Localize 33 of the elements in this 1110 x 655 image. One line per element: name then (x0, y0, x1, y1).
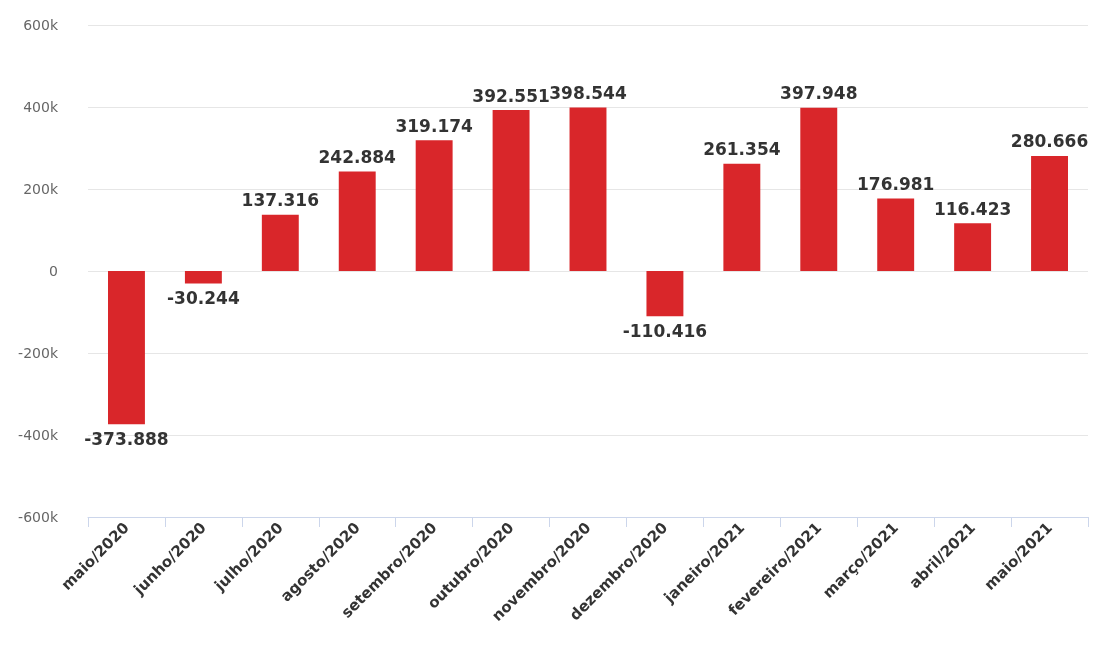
y-tick-label: -200k (18, 345, 59, 361)
bar (492, 110, 530, 271)
y-tick-label: -600k (18, 509, 59, 525)
y-tick-label: 400k (23, 99, 59, 115)
data-label: 319.174 (395, 115, 474, 136)
bar (261, 214, 299, 271)
bar (646, 271, 684, 317)
data-label: -30.244 (167, 287, 240, 308)
bar (877, 198, 915, 271)
data-label: 116.423 (933, 198, 1012, 219)
y-tick-label: 0 (49, 263, 58, 279)
data-label: -373.888 (84, 428, 169, 449)
bar (415, 140, 453, 271)
data-label: 397.948 (780, 83, 858, 104)
data-label: 242.884 (318, 146, 397, 167)
bar (800, 107, 838, 271)
data-label: 261.354 (703, 139, 781, 160)
data-label: 398.544 (549, 83, 627, 104)
bar (108, 271, 145, 425)
y-tick-label: 600k (23, 17, 59, 33)
data-label: 280.666 (1010, 131, 1089, 152)
data-label: 176.981 (856, 173, 935, 194)
y-tick-label: 200k (23, 181, 59, 197)
bar (723, 163, 761, 271)
bar (338, 171, 376, 271)
bar (184, 271, 222, 284)
bar (569, 107, 607, 271)
bar (954, 223, 992, 271)
data-label: -110.416 (622, 320, 708, 341)
data-label: 392.551 (472, 85, 550, 106)
bar (1031, 155, 1068, 271)
data-label: 137.316 (241, 190, 320, 211)
y-tick-label: -400k (18, 427, 59, 443)
